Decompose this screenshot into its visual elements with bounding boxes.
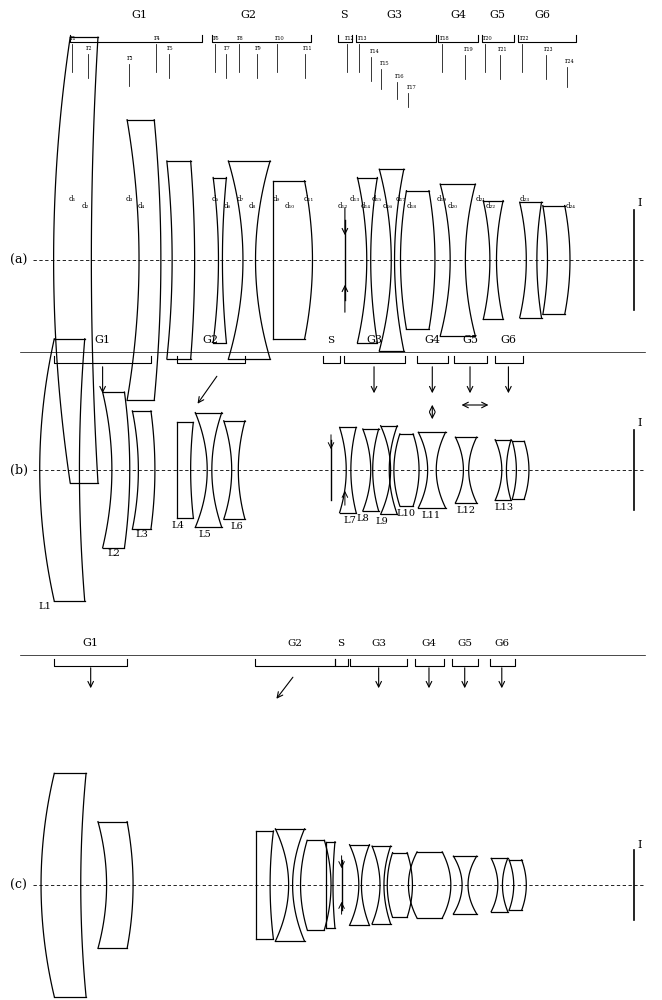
- Text: G4: G4: [450, 10, 466, 20]
- Text: d₃: d₃: [126, 195, 133, 203]
- Text: I: I: [638, 198, 642, 208]
- Text: r₉: r₉: [255, 44, 261, 52]
- Text: L7: L7: [343, 516, 356, 525]
- Text: d₁₄: d₁₄: [361, 202, 371, 210]
- Text: G5: G5: [462, 335, 478, 345]
- Text: L6: L6: [230, 522, 244, 531]
- Text: I: I: [638, 840, 642, 850]
- Text: G4: G4: [422, 639, 436, 648]
- Text: r₂: r₂: [86, 44, 93, 52]
- Text: d₈: d₈: [249, 202, 256, 210]
- Text: r₁₅: r₁₅: [379, 59, 389, 67]
- Text: r₁₃: r₁₃: [357, 34, 367, 42]
- Text: d₁₆: d₁₆: [383, 202, 393, 210]
- Text: G6: G6: [535, 10, 551, 20]
- Text: L4: L4: [171, 521, 184, 530]
- Text: d₉: d₉: [273, 195, 280, 203]
- Text: r₃: r₃: [127, 54, 134, 62]
- Text: L13: L13: [495, 503, 514, 512]
- Text: r₁₉: r₁₉: [463, 45, 473, 53]
- Text: G4: G4: [424, 335, 440, 345]
- Text: G2: G2: [240, 10, 256, 20]
- Text: G1: G1: [95, 335, 111, 345]
- Text: d₁: d₁: [69, 195, 76, 203]
- Text: d₁₇: d₁₇: [395, 195, 405, 203]
- Text: S: S: [328, 336, 334, 345]
- Text: r₈: r₈: [237, 34, 244, 42]
- Text: r₁₂: r₁₂: [345, 34, 354, 42]
- Text: L5: L5: [199, 530, 212, 539]
- Text: G2: G2: [287, 639, 302, 648]
- Text: d₁₉: d₁₉: [437, 195, 447, 203]
- Text: d₁₅: d₁₅: [372, 195, 382, 203]
- Text: r₄: r₄: [154, 34, 161, 42]
- Text: (b): (b): [10, 464, 28, 477]
- Text: L2: L2: [107, 549, 120, 558]
- Text: G1: G1: [83, 638, 99, 648]
- Text: d₁₀: d₁₀: [285, 202, 295, 210]
- Text: G2: G2: [203, 335, 218, 345]
- Text: S: S: [340, 10, 348, 20]
- Text: (a): (a): [10, 253, 27, 266]
- Text: L11: L11: [422, 511, 440, 520]
- Text: d₆: d₆: [224, 202, 231, 210]
- Text: d₂: d₂: [81, 202, 89, 210]
- Text: r₂₃: r₂₃: [544, 45, 553, 53]
- Text: r₁₈: r₁₈: [440, 34, 450, 42]
- Text: G3: G3: [366, 335, 382, 345]
- Text: S: S: [338, 639, 344, 648]
- Text: (c): (c): [10, 879, 26, 892]
- Text: r₁: r₁: [70, 34, 77, 42]
- Text: r₅: r₅: [167, 44, 173, 52]
- Text: G1: G1: [131, 10, 147, 20]
- Text: d₁₈: d₁₈: [406, 202, 416, 210]
- Text: d₂₃: d₂₃: [520, 195, 530, 203]
- Text: d₁₃: d₁₃: [350, 195, 359, 203]
- Text: r₁₆: r₁₆: [395, 72, 404, 80]
- Text: L1: L1: [38, 602, 52, 611]
- Text: d₁₂: d₁₂: [338, 202, 348, 210]
- Text: r₂₀: r₂₀: [483, 34, 493, 42]
- Text: r₂₁: r₂₁: [498, 45, 507, 53]
- Text: d₂₄: d₂₄: [566, 202, 576, 210]
- Text: G6: G6: [500, 335, 516, 345]
- Text: G5: G5: [490, 10, 506, 20]
- Text: L8: L8: [356, 514, 369, 523]
- Text: r₁₀: r₁₀: [275, 34, 285, 42]
- Text: I: I: [638, 418, 642, 428]
- Text: G3: G3: [371, 639, 386, 648]
- Text: r₂₄: r₂₄: [565, 57, 575, 65]
- Text: d₂₀: d₂₀: [448, 202, 457, 210]
- Text: r₇: r₇: [224, 44, 230, 52]
- Text: G3: G3: [386, 10, 402, 20]
- Text: L9: L9: [375, 517, 388, 526]
- Text: G6: G6: [495, 639, 509, 648]
- Text: L10: L10: [397, 509, 415, 518]
- Text: d₅: d₅: [212, 195, 219, 203]
- Text: r₁₁: r₁₁: [303, 44, 312, 52]
- Text: d₂₁: d₂₁: [475, 195, 485, 203]
- Text: d₇: d₇: [237, 195, 244, 203]
- Text: r₂₂: r₂₂: [520, 34, 529, 42]
- Text: r₆: r₆: [213, 34, 220, 42]
- Text: d₂₂: d₂₂: [486, 202, 496, 210]
- Text: d₁₁: d₁₁: [303, 195, 313, 203]
- Text: r₁₇: r₁₇: [406, 83, 416, 91]
- Text: G5: G5: [457, 639, 472, 648]
- Text: r₁₄: r₁₄: [369, 47, 379, 55]
- Text: L12: L12: [457, 506, 475, 515]
- Text: d₄: d₄: [138, 202, 145, 210]
- Text: L3: L3: [136, 530, 149, 539]
